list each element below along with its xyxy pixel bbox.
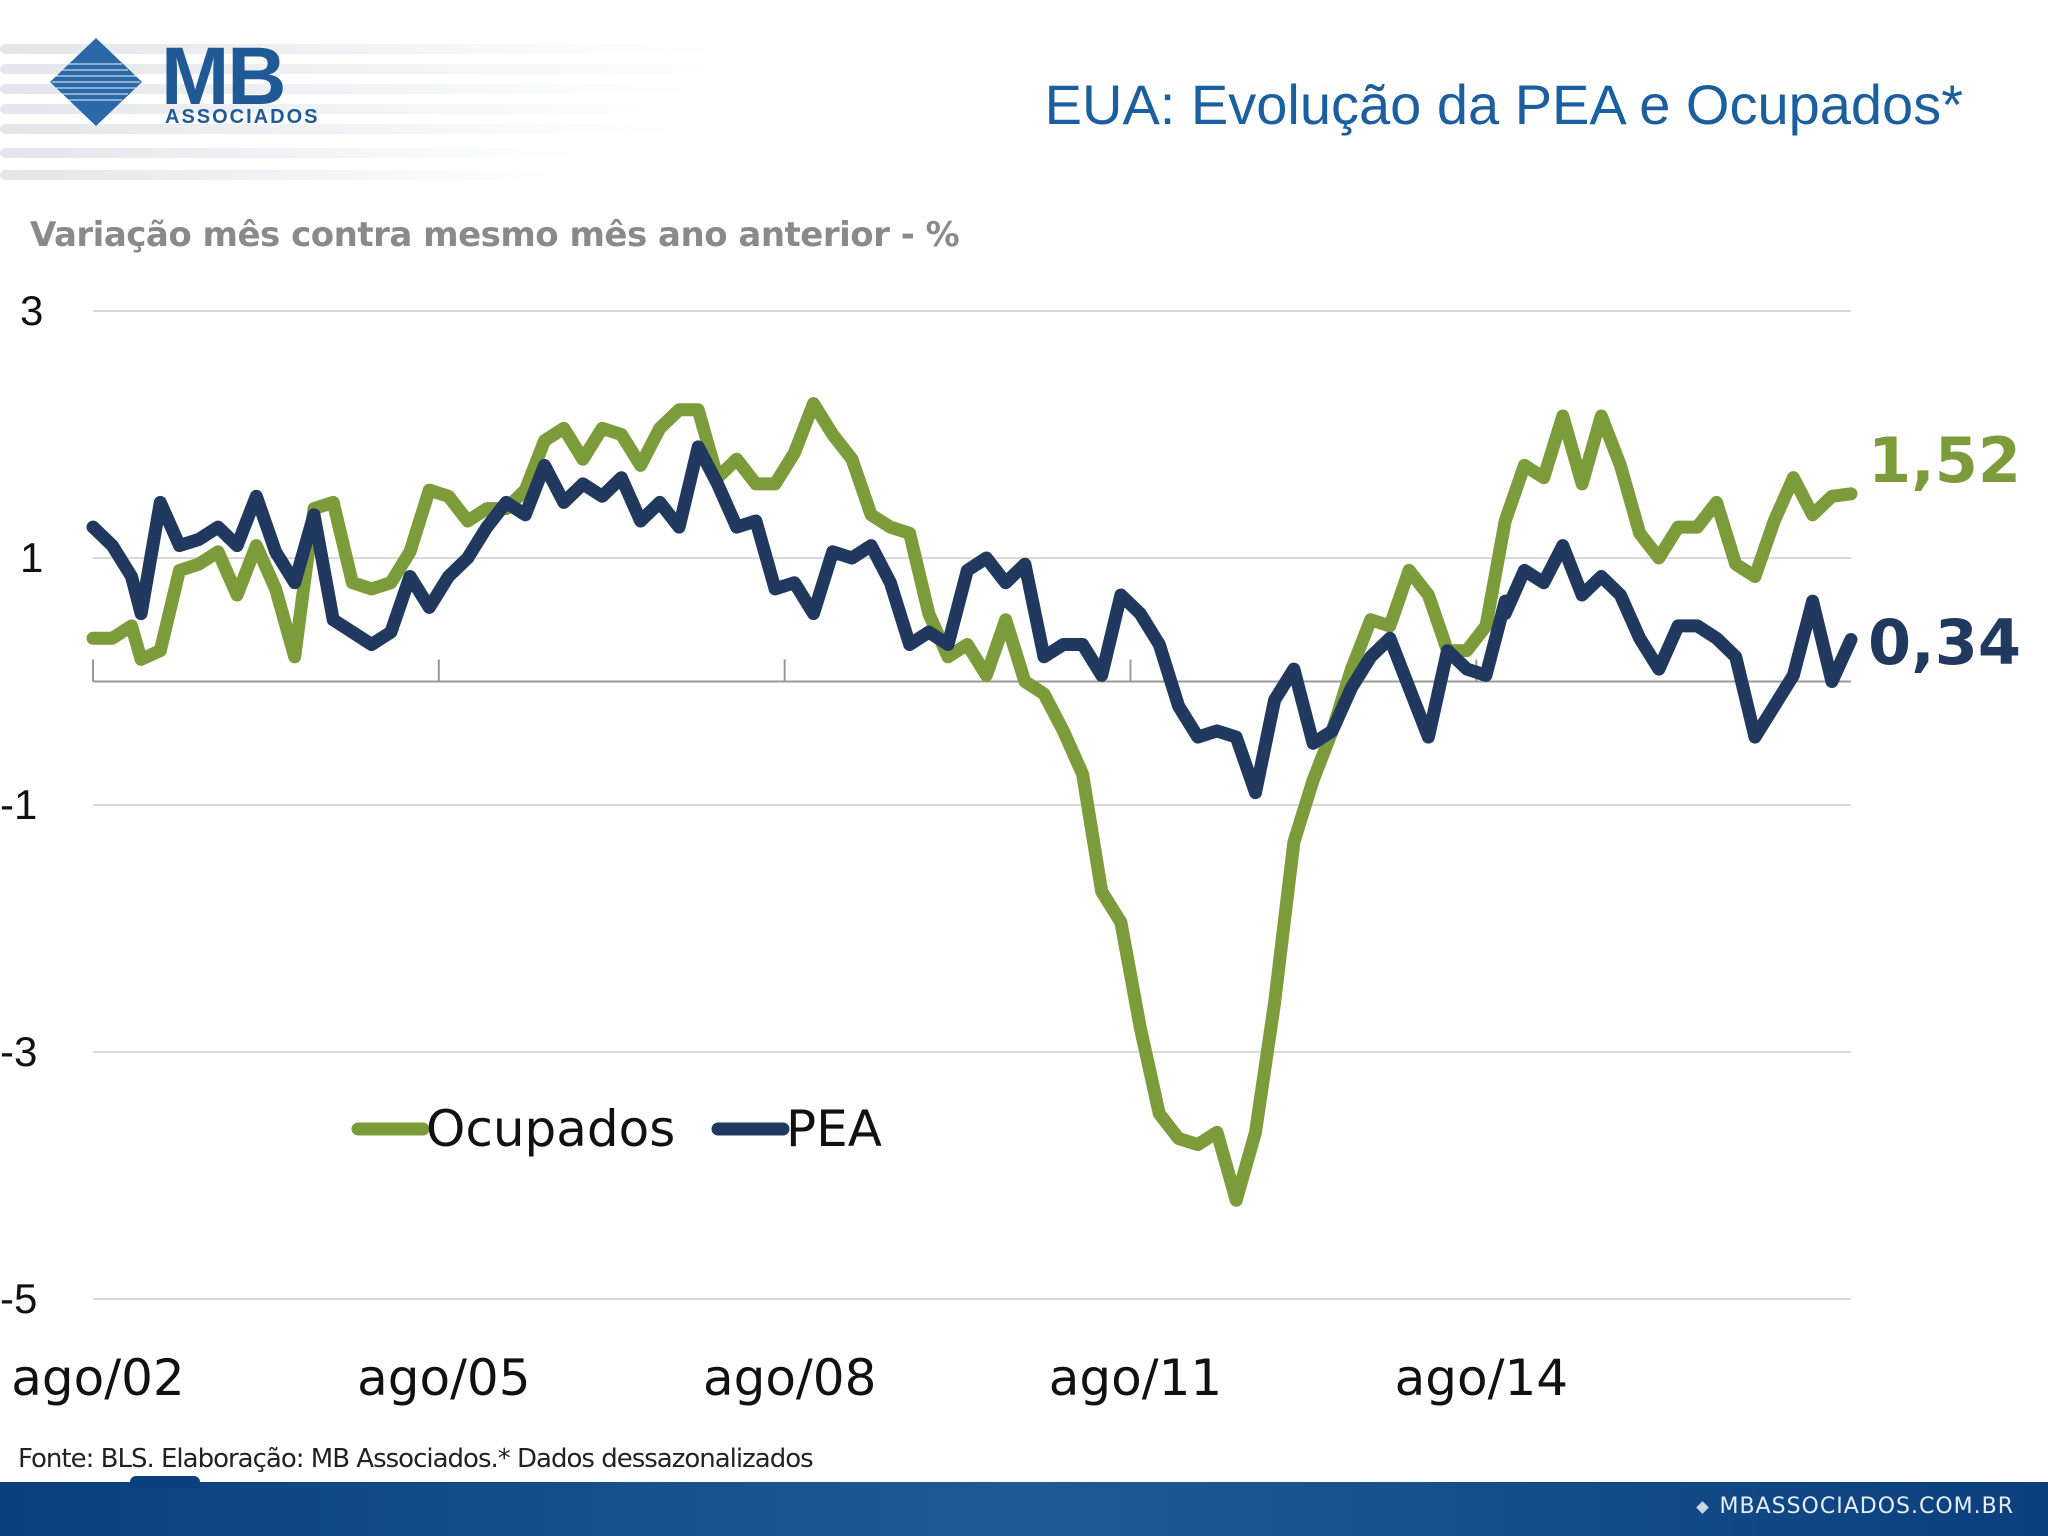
header-streak (0, 64, 760, 74)
x-tick-label: ago/14 (1395, 1349, 1568, 1407)
header-streak (0, 104, 690, 114)
header-streak (0, 124, 680, 134)
series-line-ocupados (86, 397, 1858, 1207)
y-tick-label: 3 (20, 287, 43, 334)
page-title: EUA: Evolução da PEA e Ocupados* (1044, 73, 1963, 136)
footer-url[interactable]: MBASSOCIADOS.COM.BR (1696, 1494, 2014, 1519)
line-chart: 3 1 -1 -3 -5 ago/02 ago/05 ago/08 ago/11 ago/14 1… (0, 287, 2021, 1407)
footer-tab (130, 1476, 200, 1488)
y-tick-label: -1 (0, 781, 37, 828)
x-tick-label: ago/08 (703, 1349, 876, 1407)
header-streak (0, 44, 720, 54)
y-tick-label: -5 (0, 1275, 37, 1322)
logo-wordmark: MB (161, 31, 287, 122)
end-value-label: 0,34 (1868, 606, 2021, 679)
series-line-pea (86, 440, 1858, 800)
header-streak (0, 148, 580, 158)
legend-label: Ocupados (426, 1100, 675, 1158)
legend: Ocupados PEA (351, 1100, 882, 1158)
logo-subtext: ASSOCIADOS (165, 106, 320, 128)
y-tick-label: 1 (20, 534, 43, 581)
axis-layer: 3 1 -1 -3 -5 ago/02 ago/05 ago/08 ago/11 ago/14 (0, 287, 1851, 1407)
header-streak (0, 170, 560, 180)
bullet-icon (1696, 1500, 1710, 1514)
label-layer: 1,52 0,34 (1868, 424, 2021, 679)
y-tick-label: -3 (0, 1028, 37, 1075)
legend-label: PEA (786, 1100, 882, 1158)
x-tick-label: ago/11 (1049, 1349, 1222, 1407)
x-tick-label: ago/05 (357, 1349, 530, 1407)
grid-layer (93, 310, 1851, 1300)
source-note: Fonte: BLS. Elaboração: MB Associados.* … (18, 1444, 814, 1474)
chart-subtitle: Variação mês contra mesmo mês ano anteri… (30, 215, 960, 255)
logo: MB ASSOCIADOS (48, 30, 348, 140)
end-value-label: 1,52 (1868, 424, 2021, 497)
header-streak (0, 84, 700, 94)
series-layer (86, 397, 1858, 1207)
footer-url-text[interactable]: MBASSOCIADOS.COM.BR (1719, 1494, 2014, 1519)
logo-diamond-icon (50, 38, 142, 126)
x-tick-label: ago/02 (11, 1349, 184, 1407)
